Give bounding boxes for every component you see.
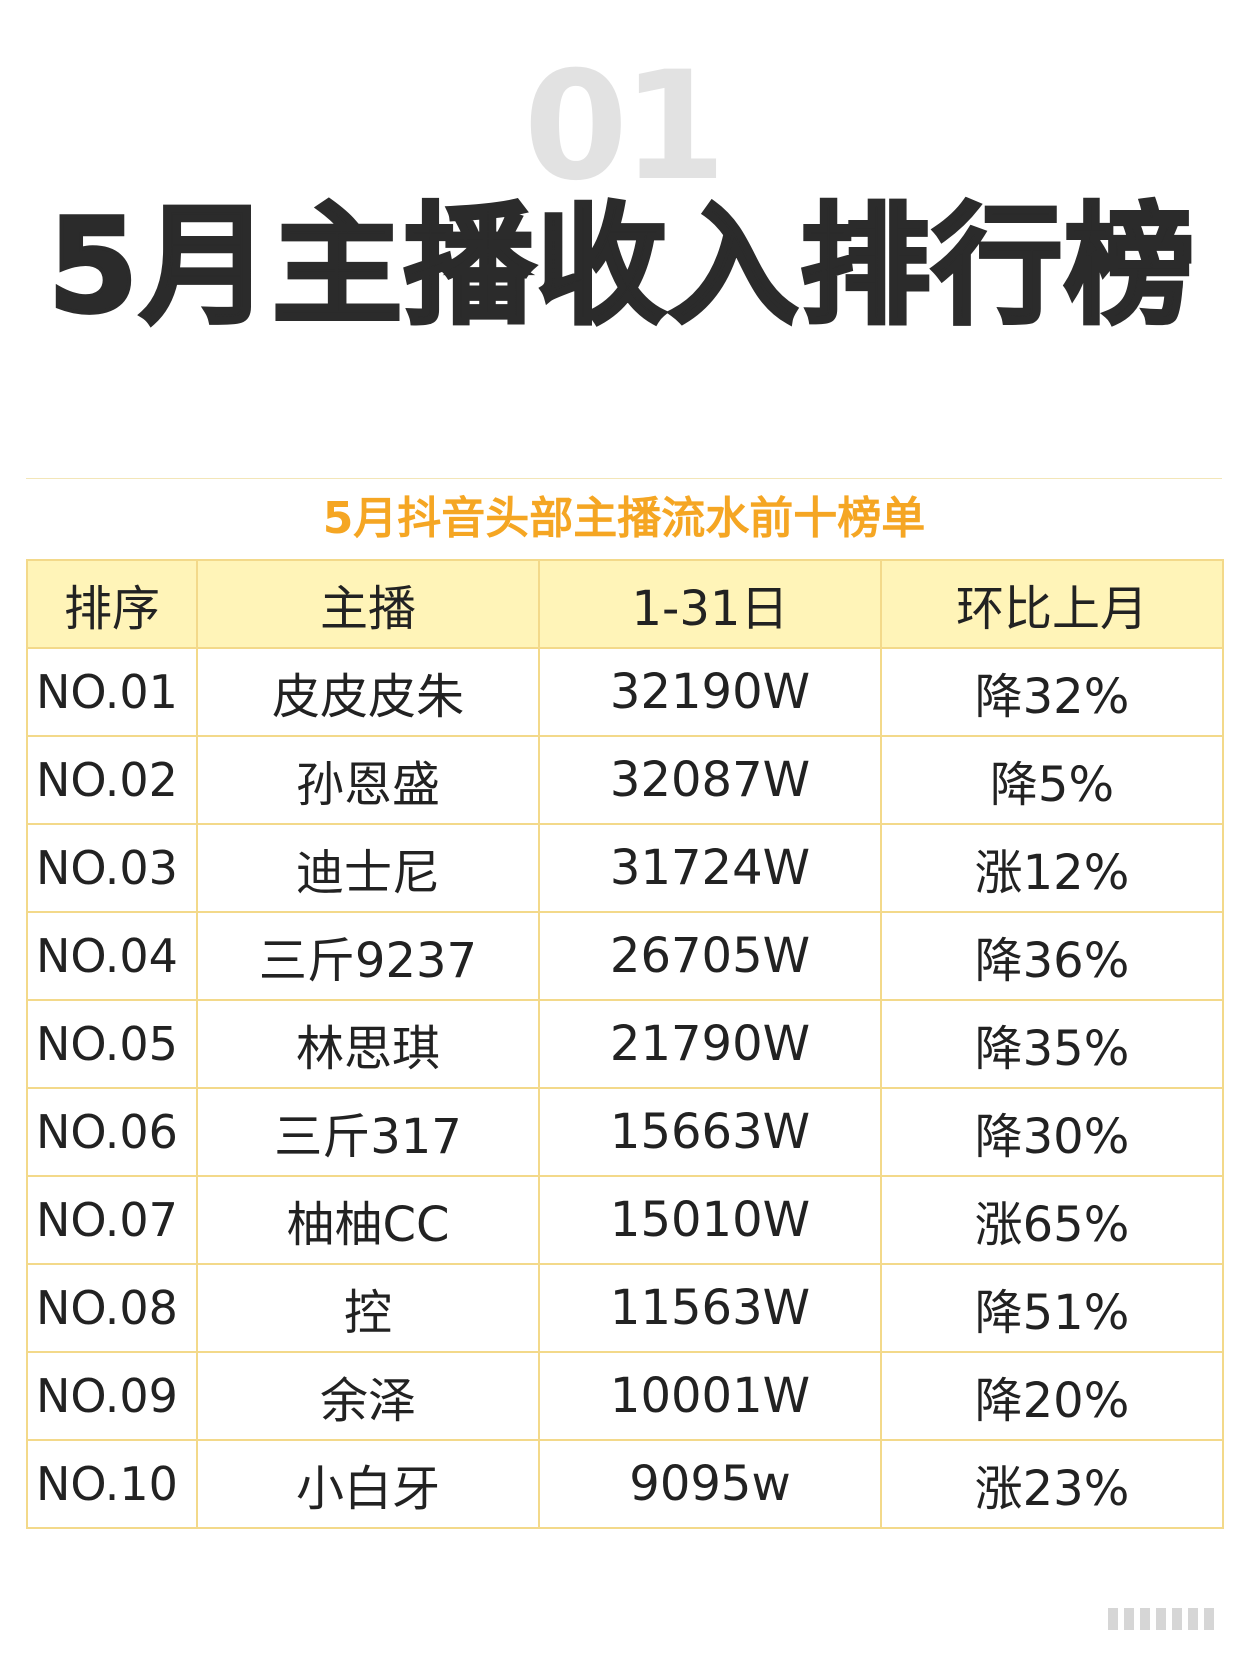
column-header-period: 1-31日 xyxy=(538,559,882,649)
table-caption: 5月抖音头部主播流水前十榜单 xyxy=(26,478,1222,559)
ranking-table-container: 5月抖音头部主播流水前十榜单 排序 主播 1-31日 环比上月 NO.01 皮皮皮… xyxy=(26,478,1224,1529)
change-cell: 降51% xyxy=(880,1263,1224,1353)
table-row: NO.01 皮皮皮朱 32190W 降32% xyxy=(26,647,1224,737)
bottom-bar-decoration xyxy=(1108,1608,1214,1630)
table-row: NO.02 孙恩盛 32087W 降5% xyxy=(26,735,1224,825)
change-cell: 降32% xyxy=(880,647,1224,737)
page-title: 5月主播收入排行榜 xyxy=(46,190,1197,342)
streamer-name-cell: 柚柚CC xyxy=(196,1175,540,1265)
change-cell: 涨23% xyxy=(880,1439,1224,1529)
table-row: NO.06 三斤317 15663W 降30% xyxy=(26,1087,1224,1177)
income-cell: 11563W xyxy=(538,1263,882,1353)
table-header-row: 排序 主播 1-31日 环比上月 xyxy=(26,559,1224,649)
rank-cell: NO.08 xyxy=(26,1263,198,1353)
table-row: NO.03 迪士尼 31724W 涨12% xyxy=(26,823,1224,913)
table-body: NO.01 皮皮皮朱 32190W 降32% NO.02 孙恩盛 32087W 降5% NO.0… xyxy=(26,647,1224,1529)
streamer-name-cell: 孙恩盛 xyxy=(196,735,540,825)
rank-cell: NO.10 xyxy=(26,1439,198,1529)
change-cell: 降5% xyxy=(880,735,1224,825)
table-row: NO.09 余泽 10001W 降20% xyxy=(26,1351,1224,1441)
rank-cell: NO.03 xyxy=(26,823,198,913)
income-cell: 32190W xyxy=(538,647,882,737)
income-cell: 9095w xyxy=(538,1439,882,1529)
streamer-name-cell: 余泽 xyxy=(196,1351,540,1441)
rank-cell: NO.04 xyxy=(26,911,198,1001)
rank-cell: NO.05 xyxy=(26,999,198,1089)
income-cell: 10001W xyxy=(538,1351,882,1441)
ranking-table: 排序 主播 1-31日 环比上月 NO.01 皮皮皮朱 32190W 降32% NO.0… xyxy=(26,559,1224,1529)
table-row: NO.10 小白牙 9095w 涨23% xyxy=(26,1439,1224,1529)
streamer-name-cell: 三斤317 xyxy=(196,1087,540,1177)
streamer-name-cell: 皮皮皮朱 xyxy=(196,647,540,737)
income-cell: 26705W xyxy=(538,911,882,1001)
streamer-name-cell: 控 xyxy=(196,1263,540,1353)
income-cell: 15663W xyxy=(538,1087,882,1177)
table-row: NO.07 柚柚CC 15010W 涨65% xyxy=(26,1175,1224,1265)
streamer-name-cell: 小白牙 xyxy=(196,1439,540,1529)
change-cell: 降36% xyxy=(880,911,1224,1001)
streamer-name-cell: 三斤9237 xyxy=(196,911,540,1001)
column-header-streamer: 主播 xyxy=(196,559,540,649)
income-cell: 21790W xyxy=(538,999,882,1089)
table-row: NO.05 林思琪 21790W 降35% xyxy=(26,999,1224,1089)
table-row: NO.08 控 11563W 降51% xyxy=(26,1263,1224,1353)
section-number: 01 xyxy=(523,40,727,214)
rank-cell: NO.06 xyxy=(26,1087,198,1177)
table-row: NO.04 三斤9237 26705W 降36% xyxy=(26,911,1224,1001)
change-cell: 涨65% xyxy=(880,1175,1224,1265)
rank-cell: NO.09 xyxy=(26,1351,198,1441)
change-cell: 涨12% xyxy=(880,823,1224,913)
income-cell: 31724W xyxy=(538,823,882,913)
rank-cell: NO.07 xyxy=(26,1175,198,1265)
column-header-rank: 排序 xyxy=(26,559,198,649)
rank-cell: NO.01 xyxy=(26,647,198,737)
column-header-change: 环比上月 xyxy=(880,559,1224,649)
rank-cell: NO.02 xyxy=(26,735,198,825)
change-cell: 降35% xyxy=(880,999,1224,1089)
change-cell: 降20% xyxy=(880,1351,1224,1441)
change-cell: 降30% xyxy=(880,1087,1224,1177)
income-cell: 32087W xyxy=(538,735,882,825)
streamer-name-cell: 林思琪 xyxy=(196,999,540,1089)
income-cell: 15010W xyxy=(538,1175,882,1265)
streamer-name-cell: 迪士尼 xyxy=(196,823,540,913)
